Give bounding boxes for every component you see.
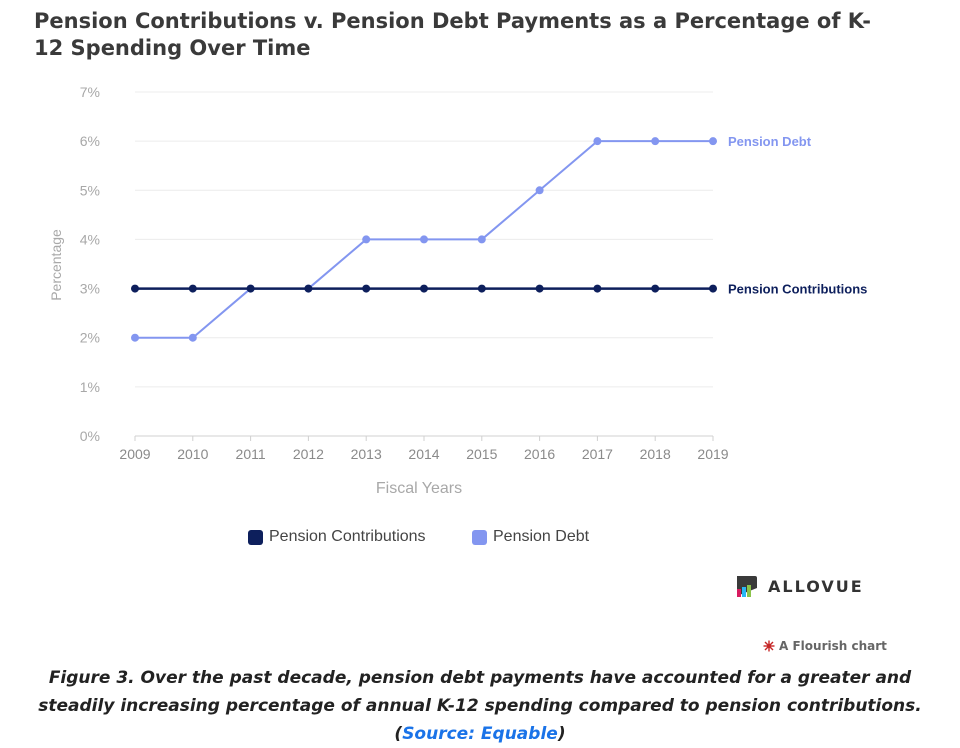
data-point-pension-contributions[interactable] — [304, 284, 313, 293]
y-tick-label: 4% — [80, 231, 100, 247]
x-tick-label: 2019 — [697, 446, 728, 462]
line-chart: 0% 1% 2% 3% 4% 5% 6% 7% 2009 2010 2011 2012 2013 2014… — [48, 84, 867, 497]
x-tick-label: 2018 — [640, 446, 671, 462]
data-point-pension-contributions[interactable] — [535, 284, 544, 293]
y-tick-label: 5% — [80, 182, 100, 198]
data-point-pension-debt[interactable] — [131, 333, 139, 342]
y-axis-title: Percentage — [48, 229, 64, 301]
data-point-pension-debt[interactable] — [420, 235, 428, 244]
data-point-pension-debt[interactable] — [362, 235, 371, 244]
flourish-credit[interactable]: A Flourish chart — [763, 639, 887, 653]
x-tick-label: 2011 — [236, 446, 266, 462]
data-point-pension-contributions[interactable] — [188, 284, 197, 293]
legend-item-pension-debt[interactable]: Pension Debt — [472, 528, 589, 546]
data-point-pension-contributions[interactable] — [651, 284, 660, 293]
y-tick-label: 0% — [80, 428, 100, 444]
data-point-pension-debt[interactable] — [709, 137, 717, 146]
x-tick-label: 2016 — [524, 446, 555, 462]
data-point-pension-contributions[interactable] — [420, 284, 428, 293]
y-tick-label: 1% — [80, 379, 100, 395]
flourish-label: A Flourish chart — [779, 639, 887, 653]
data-point-pension-contributions[interactable] — [246, 284, 255, 293]
y-tick-label: 2% — [80, 330, 100, 346]
y-tick-label: 7% — [80, 84, 100, 100]
x-tick-label: 2017 — [582, 446, 613, 462]
legend-swatch-pension-debt — [472, 529, 487, 545]
allovue-logo-icon — [734, 574, 758, 598]
caption-text: Figure 3. Over the past decade, pension … — [38, 668, 922, 716]
flourish-star-icon — [763, 640, 775, 652]
legend-label-pension-debt: Pension Debt — [493, 528, 590, 545]
data-point-pension-contributions[interactable] — [362, 284, 371, 293]
series-end-label-pension-debt: Pension Debt — [728, 134, 812, 149]
allovue-brand: ALLOVUE — [734, 574, 864, 598]
data-point-pension-debt[interactable] — [188, 333, 197, 342]
data-point-pension-contributions[interactable] — [131, 284, 139, 293]
allovue-brand-name: ALLOVUE — [768, 576, 864, 596]
legend-label-pension-contributions: Pension Contributions — [269, 528, 426, 545]
data-point-pension-contributions[interactable] — [477, 284, 486, 293]
x-tick-label: 2010 — [177, 446, 208, 462]
chart-title: Pension Contributions v. Pension Debt Pa… — [34, 9, 871, 60]
y-tick-label: 6% — [80, 133, 100, 149]
data-point-pension-debt[interactable] — [593, 137, 602, 146]
x-tick-label: 2014 — [408, 446, 439, 462]
x-tick-label: 2009 — [119, 446, 150, 462]
source-link[interactable]: Source: Equable — [402, 724, 558, 744]
x-tick-label: 2013 — [351, 446, 382, 462]
data-point-pension-debt[interactable] — [535, 186, 544, 195]
data-point-pension-contributions[interactable] — [593, 284, 602, 293]
x-axis-title: Fiscal Years — [376, 480, 462, 497]
legend-item-pension-contributions[interactable]: Pension Contributions — [248, 528, 426, 546]
caption-source-close: ) — [557, 724, 566, 744]
caption-source-open: ( — [394, 724, 403, 744]
data-point-pension-debt[interactable] — [651, 137, 660, 146]
y-tick-label: 3% — [80, 281, 100, 297]
data-point-pension-contributions[interactable] — [709, 284, 717, 293]
figure-caption: Figure 3. Over the past decade, pension … — [10, 664, 950, 748]
x-tick-label: 2012 — [293, 446, 324, 462]
data-point-pension-debt[interactable] — [477, 235, 486, 244]
x-tick-label: 2015 — [466, 446, 497, 462]
legend-swatch-pension-contributions — [248, 529, 263, 545]
series-end-label-pension-contributions: Pension Contributions — [728, 282, 867, 297]
